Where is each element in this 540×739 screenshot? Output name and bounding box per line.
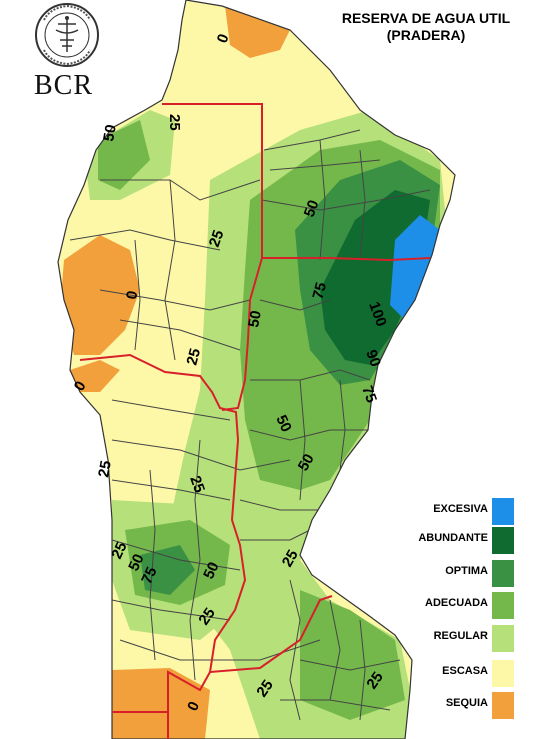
legend-swatch [492,592,514,619]
legend-label: SEQUIA [445,697,488,709]
isoline-label: 50 [125,551,147,573]
map-title-line2: (PRADERA) [386,27,466,43]
isoline-label: 50 [245,309,265,328]
map-title: RESERVA DE AGUA UTIL (PRADERA) [318,10,534,44]
legend-label: OPTIMA [445,565,488,577]
map-title-line1: RESERVA DE AGUA UTIL [341,10,511,26]
legend-item: SEQUIA [396,692,536,719]
legend-label: ADECUADA [425,597,488,609]
isoline-label: 25 [108,539,130,561]
legend-item: ESCASA [396,660,536,687]
isoline-label: 50 [301,198,323,219]
legend-item: ADECUADA [396,592,536,619]
isoline-label: 25 [183,347,204,368]
legend-swatch [492,560,514,587]
isoline-label: 75 [358,384,380,405]
legend-label: EXCESIVA [433,503,488,515]
isoline-label: 75 [138,564,160,586]
isoline-label: 50 [295,451,318,474]
isoline-label: 25 [95,459,115,478]
legend-item: REGULAR [396,625,536,652]
legend-swatch [492,660,514,687]
department-borders [69,129,431,721]
legend-swatch [492,692,514,719]
isoline-label: 50 [100,123,120,142]
legend-swatch [492,625,514,652]
isoline-label: 25 [363,669,386,692]
isoline-label: 50 [200,559,222,581]
legend-label: ABUNDANTE [418,532,488,544]
isoline-label: 25 [279,547,302,570]
legend-swatch [492,498,514,525]
isoline-label: 25 [206,228,228,249]
isoline-label: 50 [272,413,294,435]
legend-item: OPTIMA [396,560,536,587]
isoline-label: 25 [166,114,183,131]
isoline-label: 25 [195,605,218,628]
bcr-logo-text: BCR [34,70,94,101]
isoline-label: 25 [253,677,276,700]
legend-item: EXCESIVA [396,498,536,525]
bcr-seal-logo [35,3,99,67]
isoline-label: 0 [123,290,141,301]
legend-item: ABUNDANTE [396,527,536,554]
legend-swatch [492,527,514,554]
legend-label: REGULAR [433,630,488,642]
region-outline [57,0,456,739]
province-borders [79,103,431,739]
isoline-label: 25 [186,474,208,495]
isoline-label: 90 [362,348,384,369]
isoline-label: 75 [309,281,330,302]
legend-label: ESCASA [442,665,488,677]
